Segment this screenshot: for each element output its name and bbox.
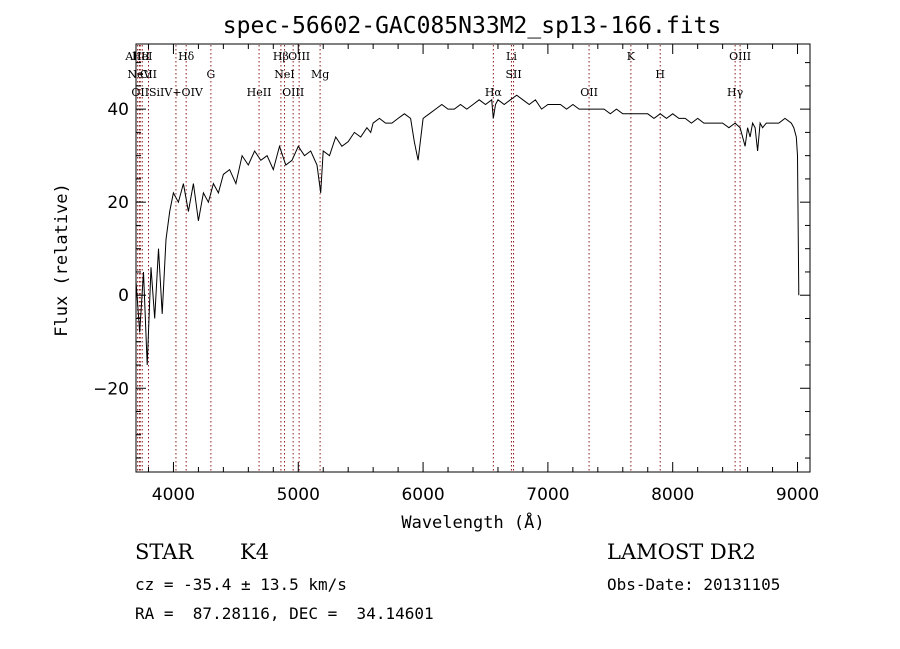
line-label: Mg (311, 68, 329, 81)
line-label: Hα (485, 86, 503, 99)
line-label: CII (140, 68, 157, 81)
line-label: OIII (288, 50, 310, 63)
plot-frame (135, 43, 811, 473)
line-label: Hγ (727, 86, 744, 99)
coordinates: RA = 87.28116, DEC = 34.14601 (135, 604, 434, 623)
x-tick-label: 5000 (277, 485, 320, 505)
x-tick-label: 6000 (401, 485, 444, 505)
line-label: Hβ (273, 50, 289, 63)
x-axis-label: Wavelength (Å) (401, 511, 544, 533)
chart-title: spec-56602-GAC085N33M2_sp13-166.fits (223, 13, 722, 39)
line-label: K (627, 50, 636, 63)
y-axis-label: Flux (relative) (52, 183, 72, 337)
emission-line-markers (137, 45, 741, 471)
spectrum-line (135, 94, 800, 366)
y-tick-label: −20 (93, 379, 129, 399)
obs-date: Obs-Date: 20131105 (607, 575, 781, 594)
line-label: NeV (127, 68, 152, 81)
axis-ticks: 4000 5000 6000 7000 8000 9000 −20 0 20 40 (93, 44, 819, 505)
object-subclass: K4 (240, 540, 270, 564)
line-label: G (206, 68, 215, 81)
survey-name: LAMOST DR2 (607, 540, 756, 564)
line-label: Li (506, 50, 517, 63)
line-label: OIII (282, 86, 304, 99)
x-tick-label: 7000 (526, 485, 569, 505)
line-label: H (655, 68, 665, 81)
redshift-readout: cz = -35.4 ± 13.5 km/s (135, 575, 347, 594)
line-label: OII (580, 86, 598, 99)
line-label: OII (131, 86, 149, 99)
object-class: STAR (135, 540, 194, 564)
x-tick-label: 9000 (776, 485, 819, 505)
emission-line-labels: AlIII NeV OII HeI CII SiIV+OIV Hδ G HeII Hβ NeI OII… (124, 50, 751, 99)
y-tick-label: 40 (107, 100, 129, 120)
line-label: AlIII (124, 50, 150, 63)
line-label: HeI (132, 50, 152, 63)
y-tick-label: 20 (107, 193, 129, 213)
line-label: HeII (247, 86, 272, 99)
line-label: SII (505, 68, 521, 81)
x-tick-label: 8000 (651, 485, 694, 505)
line-label: OIII (729, 50, 751, 63)
y-tick-label: 0 (118, 286, 129, 306)
line-label: NeI (274, 68, 294, 81)
line-label: Hδ (178, 50, 195, 63)
x-tick-label: 4000 (152, 485, 195, 505)
line-label: SiIV+OIV (149, 86, 204, 99)
